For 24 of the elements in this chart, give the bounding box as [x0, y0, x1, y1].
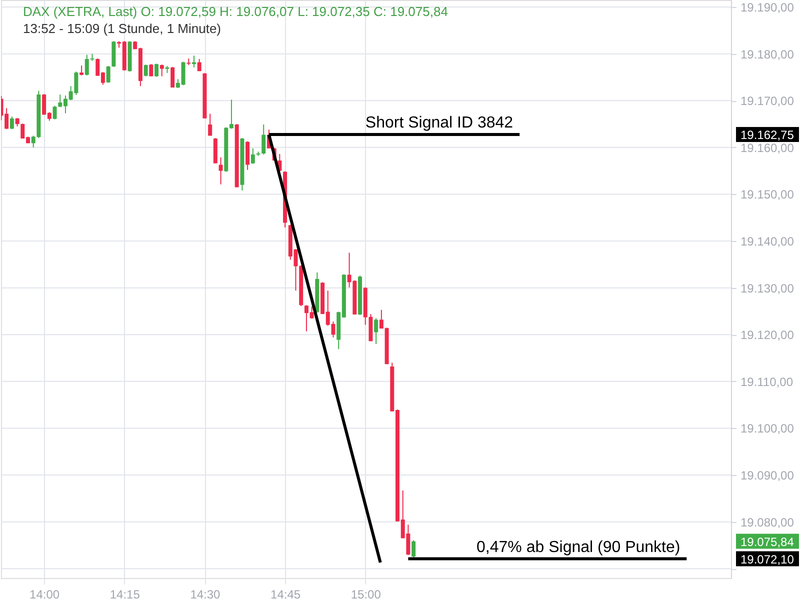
y-tick-label: 19.180,00 [740, 47, 794, 62]
x-tick-label: 14:45 [270, 588, 301, 600]
annotation: 0,47% ab Signal (90 Punkte) [476, 538, 680, 556]
chart-title: DAX (XETRA, Last) O: 19.072,59 H: 19.076,07 L: 19.072,35 C: 19.075,84 [23, 4, 448, 19]
y-tick-label: 19.072,10 [740, 552, 794, 566]
x-tick-label: 14:00 [30, 588, 60, 600]
y-tick-label: 19.190,00 [740, 0, 794, 15]
y-tick-label: 19.075,84 [740, 534, 794, 549]
y-tick-label: 19.150,00 [740, 188, 794, 202]
y-tick-label: 19.162,75 [740, 128, 794, 142]
y-tick-label: 19.100,00 [740, 422, 794, 436]
y-tick-label: 19.170,00 [740, 94, 794, 108]
y-tick-label: 19.110,00 [740, 374, 794, 389]
y-tick-label: 19.090,00 [740, 468, 794, 483]
y-tick-label: 19.120,00 [740, 328, 794, 342]
x-tick-label: 15:00 [350, 588, 382, 600]
y-tick-label: 19.130,00 [740, 281, 794, 296]
y-tick-label: 19.160,00 [740, 140, 794, 155]
x-tick-label: 14:15 [110, 588, 140, 600]
text: 13:52 - 15:09 (1 Stunde, 1 Minute) [23, 21, 222, 36]
annotation: Short Signal ID 3842 [365, 114, 514, 132]
x-tick-label: 14:30 [190, 588, 221, 600]
y-tick-label: 19.080,00 [740, 515, 794, 530]
y-tick-label: 19.140,00 [740, 234, 794, 249]
